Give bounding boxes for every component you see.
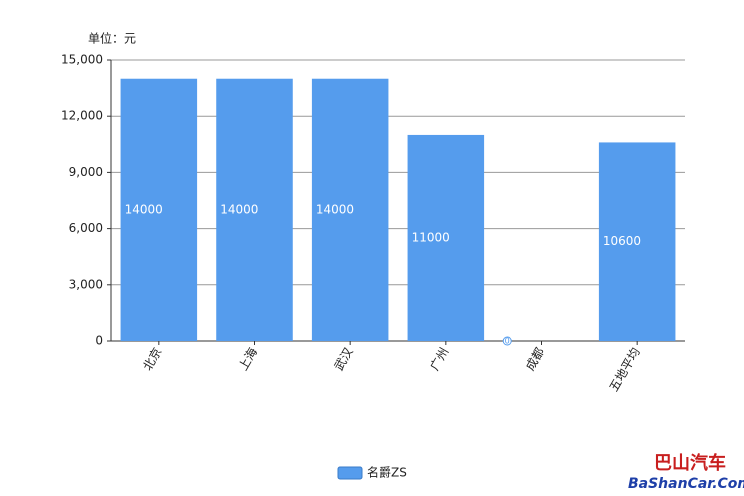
y-tick-label: 3,000 [69, 277, 103, 291]
bar [120, 78, 198, 341]
watermark-title: 巴山汽车 [654, 452, 726, 474]
watermark-site: BaShanCar.Com [628, 476, 744, 492]
x-tick-label: 武汉 [332, 345, 356, 373]
x-tick-label: 成都 [523, 345, 547, 373]
value-label: 10600 [603, 234, 641, 248]
x-tick-label: 上海 [235, 345, 260, 373]
x-tick-label: 北京 [140, 345, 164, 373]
x-tick-label: 五地平均 [607, 345, 643, 394]
bar [216, 78, 293, 341]
unit-label: 单位：元 [88, 31, 136, 46]
value-label: 14000 [125, 202, 163, 216]
value-label: 14000 [316, 202, 354, 216]
y-tick-label: 9,000 [69, 165, 103, 179]
value-label: 11000 [412, 230, 450, 244]
legend-swatch [337, 466, 363, 480]
value-label-marker [502, 336, 512, 346]
y-tick-label: 15,000 [61, 53, 103, 67]
value-label: 0 [505, 337, 510, 346]
y-tick-label: 12,000 [61, 109, 103, 123]
bar [598, 142, 676, 341]
y-tick-label: 6,000 [69, 221, 103, 235]
y-tick-label: 0 [95, 334, 103, 348]
value-label: 14000 [220, 202, 258, 216]
x-tick-label: 广州 [427, 345, 451, 373]
legend-label: 名爵ZS [367, 465, 407, 480]
bar [407, 134, 485, 341]
bar [311, 78, 389, 341]
